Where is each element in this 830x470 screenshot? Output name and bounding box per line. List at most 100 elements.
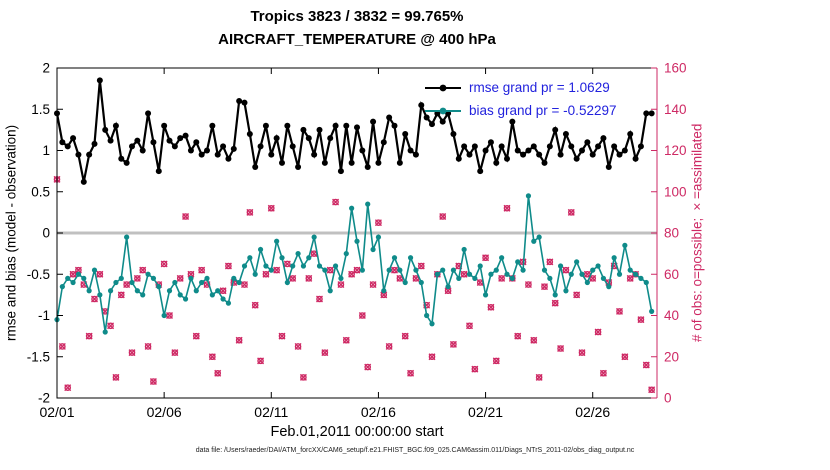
rmse-marker <box>343 122 350 129</box>
bias-marker <box>311 234 317 240</box>
obs-possible-marker <box>466 322 473 330</box>
obs-assimilated-marker <box>353 266 361 274</box>
rmse-marker <box>214 151 221 158</box>
obs-assimilated-marker <box>626 274 634 282</box>
obs-assimilated-marker <box>358 312 366 319</box>
bias-marker <box>284 279 290 286</box>
obs-assimilated-marker <box>283 260 291 268</box>
obs-possible-marker <box>219 287 227 295</box>
rmse-marker <box>498 143 505 150</box>
bias-marker <box>236 279 242 286</box>
rmse-marker <box>573 155 580 162</box>
bias-marker <box>166 288 173 294</box>
obs-assimilated-marker <box>642 361 650 369</box>
bias-marker <box>590 267 596 273</box>
rmse-marker <box>225 155 232 162</box>
obs-possible-marker <box>359 312 366 319</box>
bias-marker <box>134 288 140 294</box>
obs-possible-marker <box>600 369 607 377</box>
obs-possible-marker <box>460 270 468 278</box>
bias-marker <box>215 288 221 294</box>
bias-marker <box>118 275 124 281</box>
bias-marker <box>295 251 301 257</box>
obs-possible-marker <box>342 336 350 344</box>
obs-possible-marker <box>117 291 125 299</box>
obs-possible-marker <box>321 349 329 356</box>
y-tick-label-right: 160 <box>664 61 687 76</box>
obs-possible-marker <box>530 336 538 344</box>
rmse-marker <box>557 151 564 158</box>
obs-assimilated-marker <box>262 270 270 278</box>
obs-assimilated-marker <box>91 295 98 303</box>
obs-assimilated-marker <box>299 373 307 381</box>
bias-marker <box>429 321 435 327</box>
rmse-line <box>55 80 652 183</box>
obs-possible-marker <box>423 301 430 309</box>
obs-possible-marker <box>144 343 152 350</box>
rmse-marker <box>461 143 468 150</box>
obs-possible-marker <box>541 283 548 290</box>
bias-marker <box>547 275 553 281</box>
obs-assimilated-marker <box>557 345 565 352</box>
obs-assimilated-marker <box>149 378 157 385</box>
obs-assimilated-marker <box>69 270 77 278</box>
rmse-marker <box>514 147 521 154</box>
obs-possible-marker <box>594 328 602 336</box>
obs-possible-marker <box>134 275 141 282</box>
y-tick-label-left: 0.5 <box>31 184 50 199</box>
bias-marker <box>477 263 483 269</box>
obs-possible-marker <box>128 349 136 356</box>
rmse-marker <box>300 126 307 133</box>
rmse-marker <box>370 118 377 125</box>
rmse-marker <box>611 143 618 150</box>
obs-possible-marker <box>551 299 559 307</box>
rmse-marker <box>171 143 178 150</box>
rmse-marker <box>198 151 205 158</box>
obs-assimilated-marker <box>594 328 602 336</box>
obs-possible-marker <box>503 204 511 212</box>
rmse-marker <box>182 132 189 139</box>
rmse-marker <box>155 168 162 175</box>
obs-possible-marker <box>91 295 98 303</box>
obs-assimilated-marker <box>385 342 393 350</box>
obs-possible-marker <box>166 312 173 319</box>
obs-assimilated-marker <box>112 373 120 381</box>
rmse-marker <box>627 131 634 137</box>
bias-marker <box>504 271 510 277</box>
obs-assimilated-marker <box>369 281 377 289</box>
y-tick-label-left: 1 <box>42 143 50 158</box>
rmse-marker <box>584 139 591 146</box>
rmse-marker <box>70 135 77 142</box>
chart-title: Tropics 3823 / 3832 = 99.765% <box>250 8 464 25</box>
rmse-marker <box>80 178 87 185</box>
rmse-marker <box>487 139 494 146</box>
obs-assimilated-marker <box>219 287 227 295</box>
obs-possible-marker <box>578 349 586 356</box>
bias-marker <box>413 267 419 273</box>
obs-possible-marker <box>567 209 575 216</box>
rmse-marker <box>380 139 387 146</box>
bias-marker <box>391 255 398 261</box>
obs-possible-marker <box>407 369 414 377</box>
y-tick-label-left: -1 <box>38 308 50 323</box>
obs-assimilated-marker <box>562 266 570 274</box>
rmse-marker <box>402 131 409 137</box>
obs-assimilated-marker <box>348 270 356 278</box>
bias-marker <box>290 263 296 269</box>
rmse-marker <box>139 147 146 154</box>
obs-possible-marker <box>64 384 72 391</box>
rmse-marker <box>337 168 344 175</box>
obs-possible-marker <box>535 374 543 381</box>
bias-marker <box>557 263 564 269</box>
obs-assimilated-marker <box>482 254 490 262</box>
obs-possible-marker <box>85 332 93 340</box>
obs-assimilated-marker <box>567 208 575 216</box>
rmse-marker <box>364 164 371 170</box>
obs-assimilated-marker <box>316 295 323 303</box>
y-tick-label-right: 0 <box>664 391 672 406</box>
rmse-marker <box>230 145 237 152</box>
obs-assimilated-marker <box>621 353 629 361</box>
obs-assimilated-marker <box>546 258 554 266</box>
obs-possible-marker <box>107 322 114 330</box>
bias-marker <box>456 275 462 281</box>
